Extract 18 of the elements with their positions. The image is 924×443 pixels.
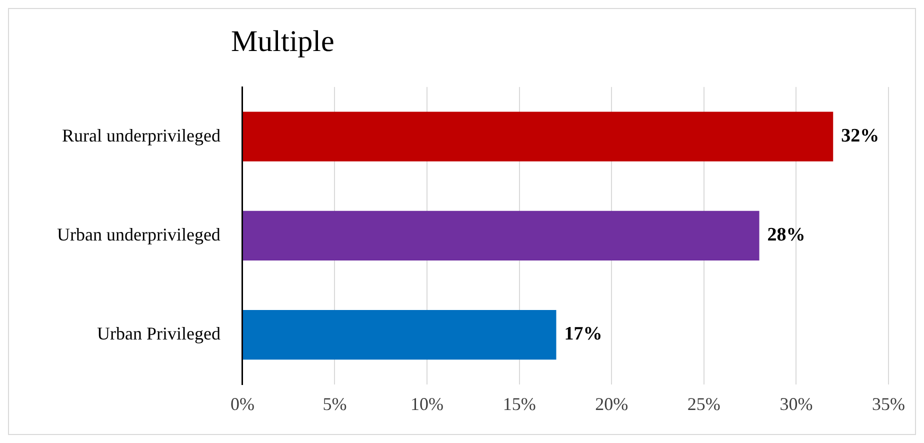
data-label: 28% [767, 224, 806, 246]
x-tick-label: 15% [502, 394, 536, 414]
bar [242, 310, 556, 360]
x-tick-label: 30% [780, 394, 813, 414]
x-tick-label: 25% [687, 394, 720, 414]
x-tick-label: 20% [595, 394, 628, 414]
y-tick-label: Urban Privileged [96, 324, 220, 344]
data-label: 17% [564, 324, 602, 345]
y-tick-label: Urban underprivileged [56, 224, 220, 244]
x-tick-label: 0% [230, 394, 254, 414]
data-label: 32% [841, 125, 880, 146]
bar [242, 112, 834, 162]
x-tick-label: 10% [410, 394, 444, 414]
bar [242, 210, 760, 260]
y-tick-label: Rural underprivileged [62, 125, 220, 146]
chart-title: Multiple [231, 25, 334, 59]
x-tick-label: 35% [872, 394, 906, 414]
x-tick-label: 5% [322, 394, 347, 414]
